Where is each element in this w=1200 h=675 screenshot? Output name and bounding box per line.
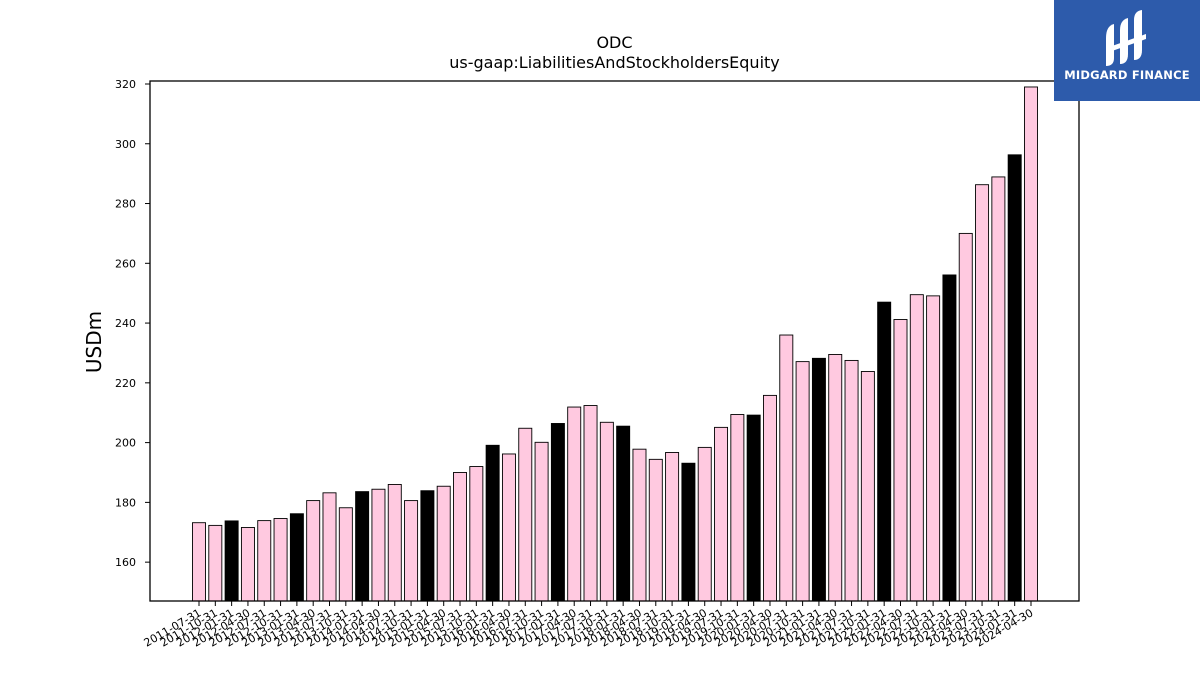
bar-2012-07-31 xyxy=(257,520,272,602)
bar-2022-01-31 xyxy=(877,301,892,602)
bar-2018-07-31 xyxy=(648,458,663,602)
bar-2019-01-31 xyxy=(681,462,696,602)
bar-2024-04-30 xyxy=(1024,86,1038,602)
bar-2018-01-31 xyxy=(616,425,631,602)
bar-2021-01-31 xyxy=(811,357,826,602)
bar-2019-04-30 xyxy=(697,446,712,602)
bar-2012-10-31 xyxy=(273,518,288,602)
bar-2022-04-30 xyxy=(893,319,908,602)
bar-2018-04-30 xyxy=(632,448,647,602)
y-tick-label: 240 xyxy=(115,317,136,330)
bar-2011-07-31 xyxy=(192,522,206,602)
y-tick-label: 220 xyxy=(115,377,136,390)
bar-2013-04-30 xyxy=(306,500,321,602)
bar-2021-10-31 xyxy=(860,371,875,602)
bar-2016-04-30 xyxy=(501,453,516,602)
bar-2016-07-31 xyxy=(518,427,533,602)
bar-2014-07-31 xyxy=(387,484,402,602)
y-tick-label: 260 xyxy=(115,257,136,270)
brand-name: MIDGARD FINANCE xyxy=(1064,68,1190,82)
bar-2023-10-31 xyxy=(991,176,1006,602)
bar-series xyxy=(192,86,1038,602)
bar-2017-07-31 xyxy=(583,405,598,602)
y-tick-label: 300 xyxy=(115,138,136,151)
bar-2024-01-31 xyxy=(1007,154,1022,602)
bar-2015-10-31 xyxy=(469,466,484,602)
y-tick-label: 320 xyxy=(115,78,136,91)
bar-2017-04-30 xyxy=(567,406,582,602)
bar-2017-01-31 xyxy=(550,423,565,602)
bar-2018-10-31 xyxy=(665,452,680,602)
bar-2014-04-30 xyxy=(371,488,386,602)
y-tick-label: 180 xyxy=(115,496,136,509)
y-tick-label: 160 xyxy=(115,556,136,569)
bar-2014-10-31 xyxy=(404,500,419,602)
midgard-logo-icon xyxy=(1106,10,1146,66)
bar-2021-04-30 xyxy=(828,354,843,602)
chart-title: ODC xyxy=(596,33,632,52)
brand-logo: MIDGARD FINANCE xyxy=(1054,0,1200,101)
plot-frame xyxy=(149,80,1080,602)
bar-2022-10-31 xyxy=(926,295,941,602)
bar-2021-07-31 xyxy=(844,359,859,602)
bar-2020-04-30 xyxy=(763,394,777,602)
y-tick-label: 200 xyxy=(115,437,136,450)
bar-2019-10-31 xyxy=(730,414,745,602)
bar-2016-01-31 xyxy=(485,444,500,602)
bar-2012-01-31 xyxy=(224,520,239,602)
bar-2014-01-31 xyxy=(355,491,370,602)
bar-2013-10-31 xyxy=(338,507,353,602)
bar-2015-04-30 xyxy=(436,485,451,602)
bar-2015-01-31 xyxy=(420,490,435,602)
y-tick-label: 280 xyxy=(115,198,136,211)
bar-2020-01-31 xyxy=(746,414,761,602)
bar-2019-07-31 xyxy=(714,426,729,602)
bar-2020-07-31 xyxy=(779,334,794,602)
bar-2017-10-31 xyxy=(599,421,614,602)
bar-2022-07-31 xyxy=(909,294,924,602)
y-axis-label: USDm xyxy=(82,311,106,373)
bar-2012-04-30 xyxy=(240,527,255,602)
y-axis: 160 180 200 220 240 260 280 300 320 xyxy=(115,78,150,569)
bar-2011-10-31 xyxy=(208,524,223,602)
chart-subtitle: us-gaap:LiabilitiesAndStockholdersEquity xyxy=(449,53,780,72)
bar-2013-07-31 xyxy=(322,492,337,602)
bar-2020-10-31 xyxy=(795,361,810,602)
x-axis: 2011-07-312011-10-312012-01-312012-04-30… xyxy=(142,601,1036,650)
bar-2023-07-31 xyxy=(975,184,990,602)
bar-2023-04-30 xyxy=(958,232,973,602)
bar-2016-10-31 xyxy=(534,441,549,602)
bar-2013-01-31 xyxy=(289,513,304,602)
bar-2015-07-31 xyxy=(453,472,467,602)
bar-2023-01-31 xyxy=(942,274,957,602)
